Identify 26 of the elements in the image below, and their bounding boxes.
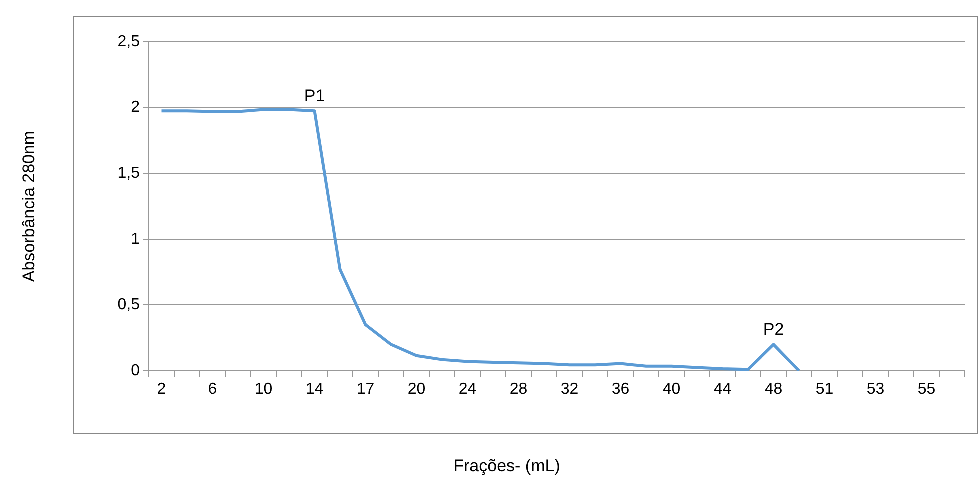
x-tick-label: 55 xyxy=(918,381,936,398)
x-tick-label: 53 xyxy=(866,381,885,398)
x-tick-label: 40 xyxy=(662,381,681,398)
y-tick-label: 1,5 xyxy=(118,165,140,182)
x-tick-label: 14 xyxy=(306,381,324,398)
x-tick-label: 32 xyxy=(560,381,579,398)
annotation: P1 xyxy=(304,86,326,106)
x-tick-label: 6 xyxy=(208,381,218,398)
x-tick-label: 48 xyxy=(764,381,783,398)
x-tick-label: 44 xyxy=(714,381,732,398)
x-tick-label: 28 xyxy=(510,381,528,398)
y-tick-label: 1 xyxy=(131,230,140,248)
x-tick-label: 17 xyxy=(356,381,375,398)
x-tick-label: 20 xyxy=(408,381,426,398)
x-tick-label: 36 xyxy=(612,381,630,398)
x-tick-label: 24 xyxy=(458,381,477,398)
x-axis-title: Frações- (mL) xyxy=(454,456,560,476)
y-tick-label: 0 xyxy=(131,362,140,380)
y-tick-label: 2 xyxy=(131,99,140,116)
y-tick-label: 2,5 xyxy=(118,33,140,50)
y-axis-title: Absorbância 280nm xyxy=(20,130,39,282)
x-tick-label: 10 xyxy=(254,381,273,398)
x-tick-label: 2 xyxy=(157,381,166,398)
x-tick-label: 51 xyxy=(816,381,834,398)
y-tick-label: 0,5 xyxy=(118,296,140,314)
annotation: P2 xyxy=(763,320,784,339)
